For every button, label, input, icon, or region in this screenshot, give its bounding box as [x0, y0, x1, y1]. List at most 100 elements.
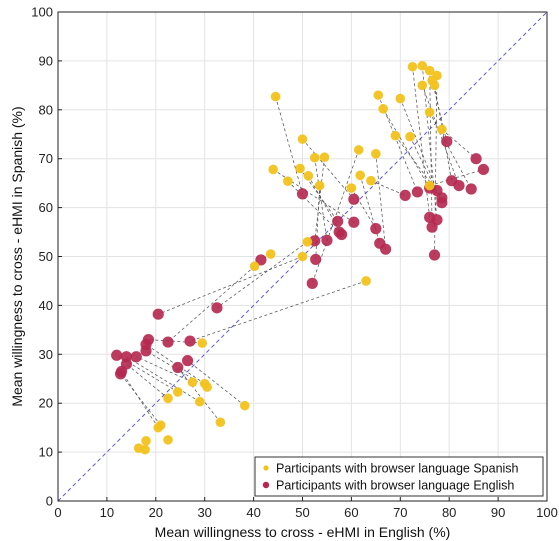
english-point [172, 361, 184, 374]
english-point [428, 249, 441, 261]
english-point [184, 335, 196, 347]
english-point [426, 221, 438, 233]
spanish-point [303, 171, 314, 181]
english-point [181, 355, 194, 367]
english-point [470, 153, 482, 165]
x-tick-label: 60 [344, 505, 358, 520]
y-tick-label: 20 [39, 396, 53, 411]
y-tick-label: 60 [39, 200, 53, 215]
spanish-point [195, 396, 205, 407]
x-tick-label: 70 [393, 505, 407, 520]
y-tick-label: 90 [39, 53, 53, 68]
pair-link [116, 354, 179, 393]
pair-link [167, 265, 255, 343]
legend-marker-english [262, 481, 270, 489]
tick-labels: 0 10 20 30 40 50 60 70 80 90 100 0 10 20 30 40 50 60 70 80 9… [31, 5, 558, 521]
spanish-point [297, 251, 308, 262]
y-tick-label: 40 [39, 298, 53, 313]
spanish-point [319, 152, 330, 163]
spanish-point [361, 276, 371, 286]
spanish-point [417, 80, 428, 91]
english-point [111, 349, 123, 361]
english-point [399, 189, 411, 201]
spanish-point [373, 90, 384, 100]
spanish-point [302, 237, 313, 247]
spanish-point [155, 420, 166, 431]
pair-link [359, 175, 381, 244]
english-point [336, 228, 348, 241]
pair-link [148, 339, 203, 344]
x-tick-label: 30 [197, 505, 211, 520]
legend-label-english: Participants with browser language Engli… [276, 479, 514, 493]
english-point [211, 302, 223, 314]
y-tick-label: 70 [39, 151, 53, 166]
spanish-point [346, 183, 357, 193]
spanish-point [390, 130, 401, 141]
x-tick-label: 100 [536, 505, 558, 520]
spanish-point [249, 261, 260, 272]
pair-link [314, 157, 328, 241]
spanish-point [366, 175, 376, 186]
english-point [370, 223, 382, 235]
spanish-point [270, 91, 281, 102]
pair-link [370, 180, 406, 196]
english-point [321, 234, 333, 246]
english-point [309, 235, 321, 247]
pair-link [429, 70, 433, 228]
english-point [130, 351, 142, 363]
spanish-point [405, 131, 415, 142]
pair-link [126, 363, 169, 399]
spanish-point [314, 180, 325, 191]
english-point [477, 163, 490, 176]
spanish-point [424, 107, 435, 118]
english-point [114, 368, 127, 380]
y-tick-label: 100 [31, 5, 53, 20]
english-point [453, 179, 465, 192]
x-tick-label: 40 [246, 505, 260, 520]
y-tick-label: 80 [39, 102, 53, 117]
spanish-point [187, 377, 198, 387]
spanish-point [297, 134, 308, 144]
x-tick-label: 80 [442, 505, 456, 520]
english-point [332, 215, 344, 227]
spanish-point [309, 152, 320, 163]
legend-marker-spanish [263, 465, 269, 471]
legend-label-spanish: Participants with browser language Spani… [276, 462, 519, 476]
y-tick-label: 10 [39, 445, 53, 460]
english-point [140, 345, 152, 357]
english-point [411, 186, 424, 198]
x-tick-label: 50 [295, 505, 309, 520]
spanish-point [355, 170, 366, 181]
spanish-point [239, 400, 250, 411]
spanish-point [424, 65, 435, 76]
english-point [436, 197, 448, 209]
spanish-point [140, 444, 150, 455]
y-axis-label: Mean willingness to cross - eHMI in Span… [9, 106, 25, 406]
spanish-point [265, 249, 276, 259]
spanish-point [141, 436, 151, 446]
english-point [465, 183, 477, 195]
spanish-point [424, 180, 435, 191]
spanish-point [353, 145, 364, 155]
english-point [296, 188, 309, 200]
spanish-point [395, 93, 406, 104]
spanish-point [407, 61, 418, 72]
pair-link [177, 367, 221, 423]
pair-link [429, 112, 472, 190]
y-tick-label: 50 [39, 249, 53, 264]
x-tick-label: 20 [149, 505, 163, 520]
x-tick-label: 10 [100, 505, 114, 520]
pair-link [121, 371, 159, 428]
pair-link [302, 138, 355, 200]
legend-box [254, 456, 544, 497]
spanish-point [197, 338, 208, 348]
pair-link [429, 169, 484, 186]
pair-link [395, 135, 443, 199]
data-points [111, 60, 490, 455]
spanish-point [417, 60, 428, 71]
english-point [348, 193, 360, 205]
pair-link [441, 129, 477, 160]
legend: Participants with browser language Spani… [254, 456, 544, 497]
pair-link [275, 96, 303, 195]
pair-link [287, 180, 340, 233]
